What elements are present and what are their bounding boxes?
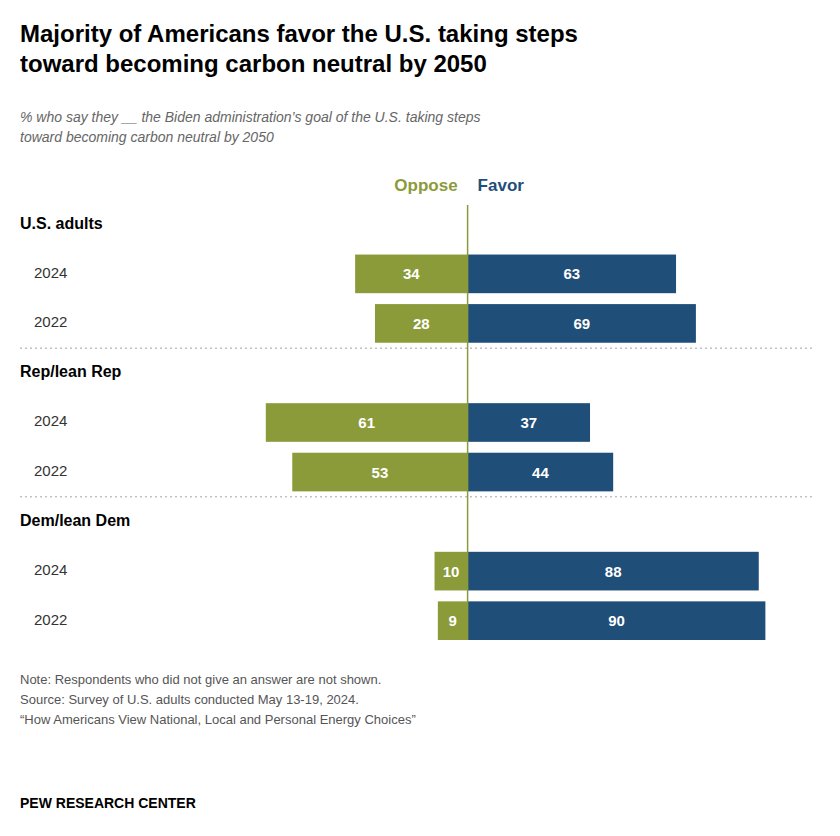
bar	[468, 255, 676, 294]
data-label: 37	[520, 414, 537, 431]
bar	[468, 601, 766, 640]
bar	[468, 453, 614, 492]
category-label: 2024	[34, 264, 67, 281]
category-label: 2024	[34, 412, 67, 429]
bars	[266, 255, 766, 640]
data-label: 53	[372, 464, 389, 481]
data-label: 10	[443, 563, 460, 580]
group-label: U.S. adults	[20, 215, 103, 232]
data-label: 88	[605, 563, 622, 580]
separator	[20, 348, 815, 349]
data-label: 9	[449, 612, 457, 629]
data-label: 44	[532, 464, 549, 481]
category-label: 2022	[34, 611, 67, 628]
footer: PEW RESEARCH CENTER	[20, 795, 196, 811]
data-label: 61	[358, 414, 375, 431]
chart: Majority of Americans favor the U.S. tak…	[0, 0, 840, 836]
bar	[355, 255, 467, 294]
data-label: 90	[608, 612, 625, 629]
data-label: 34	[403, 265, 420, 282]
category-label: 2022	[34, 462, 67, 479]
category-label: 2024	[34, 561, 67, 578]
bar	[292, 453, 467, 492]
note: Note: Respondents who did not give an an…	[20, 672, 416, 727]
subtitle: % who say they __ the Biden administrati…	[20, 109, 480, 145]
group-label: Rep/lean Rep	[20, 363, 122, 380]
data-labels: 34 28 61 53 10 9 63 69 37 44 88 90	[358, 265, 624, 629]
data-label: 69	[573, 315, 590, 332]
bar	[266, 403, 468, 442]
center-line	[467, 205, 469, 640]
category-label: 2022	[34, 313, 67, 330]
bar	[468, 304, 696, 343]
series-header: Oppose	[394, 176, 457, 195]
separator	[20, 496, 815, 497]
title: Majority of Americans favor the U.S. tak…	[20, 20, 578, 77]
series-header: Favor	[478, 176, 525, 195]
data-label: 63	[563, 265, 580, 282]
group-label: Dem/lean Dem	[20, 512, 130, 529]
bar	[468, 403, 590, 442]
bar	[435, 552, 468, 591]
bar	[375, 304, 468, 343]
data-label: 28	[413, 315, 430, 332]
bar	[438, 601, 468, 640]
bar	[468, 552, 759, 591]
